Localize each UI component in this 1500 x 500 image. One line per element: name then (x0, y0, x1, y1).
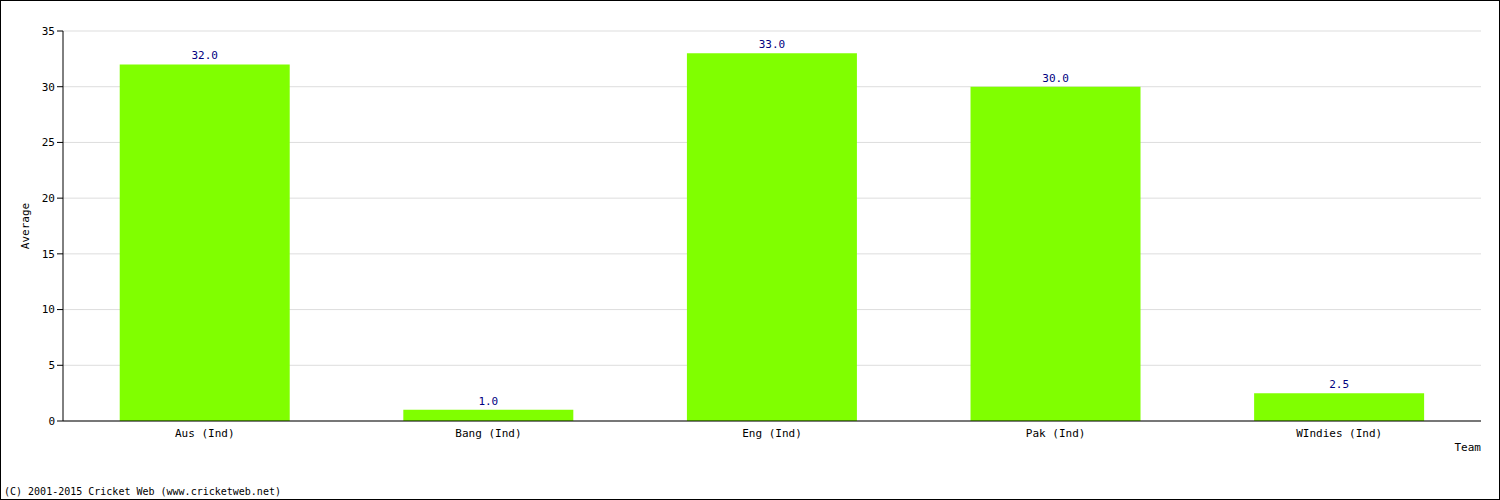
svg-text:Eng (Ind): Eng (Ind) (742, 427, 802, 440)
svg-text:Average: Average (19, 203, 32, 249)
svg-text:5: 5 (48, 359, 55, 372)
svg-text:1.0: 1.0 (478, 395, 498, 408)
svg-text:Aus (Ind): Aus (Ind) (175, 427, 235, 440)
html-text:(C) 2001-2015 Cricket Web (www: (C) 2001-2015 Cricket Web (www.cricketwe… (4, 486, 281, 497)
svg-text:Bang (Ind): Bang (Ind) (455, 427, 521, 440)
svg-text:2.5: 2.5 (1329, 378, 1349, 391)
svg-text:10: 10 (42, 303, 55, 316)
svg-text:20: 20 (42, 192, 55, 205)
svg-text:Pak (Ind): Pak (Ind) (1026, 427, 1086, 440)
svg-text:0: 0 (48, 415, 55, 428)
svg-text:Team: Team (1455, 441, 1482, 454)
svg-text:30: 30 (42, 81, 55, 94)
svg-text:30.0: 30.0 (1042, 72, 1069, 85)
svg-text:33.0: 33.0 (759, 38, 786, 51)
svg-text:35: 35 (42, 25, 55, 38)
svg-text:32.0: 32.0 (191, 49, 218, 62)
svg-text:WIndies (Ind): WIndies (Ind) (1296, 427, 1382, 440)
svg-text:15: 15 (42, 248, 55, 261)
svg-text:25: 25 (42, 136, 55, 149)
